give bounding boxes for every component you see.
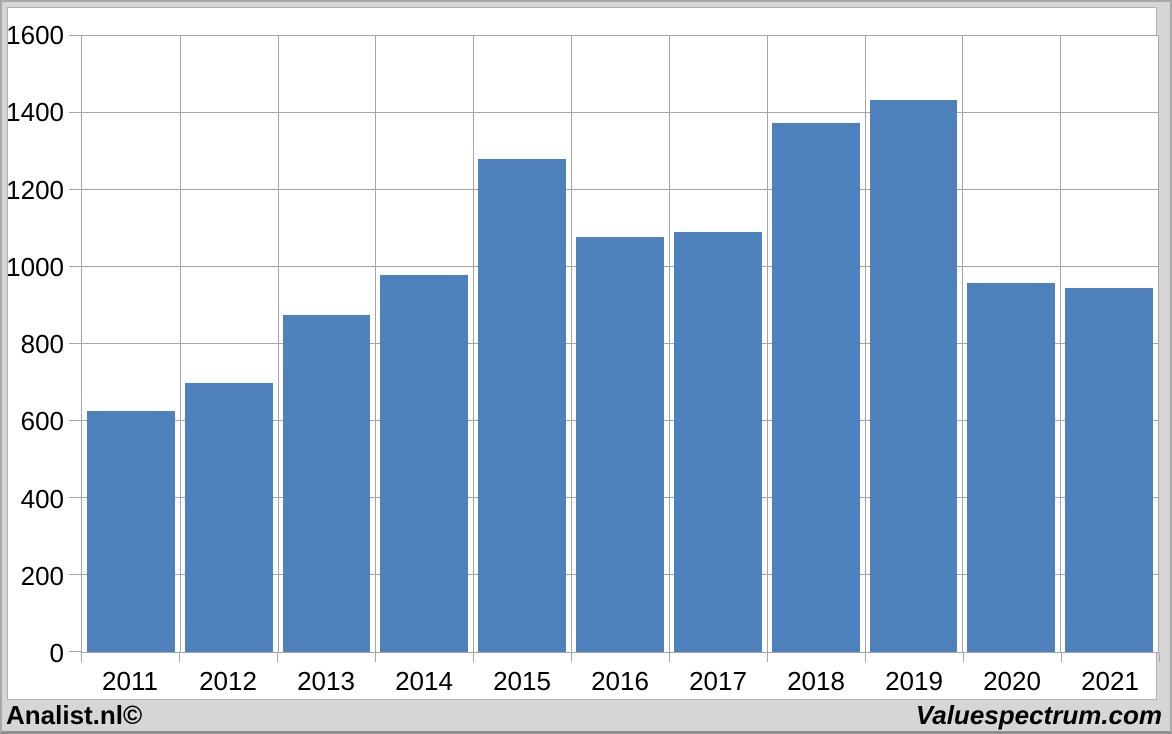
y-axis-tick xyxy=(69,266,81,267)
y-axis-tick xyxy=(69,651,81,652)
x-axis-label-2014: 2014 xyxy=(395,666,453,696)
gridline-v xyxy=(962,36,964,652)
x-axis-tick xyxy=(473,653,474,662)
gridline-v xyxy=(864,36,866,652)
x-axis-tick xyxy=(1061,653,1062,662)
bar-fill-2021 xyxy=(1065,288,1153,652)
gridline-h xyxy=(82,189,1158,190)
bar-2020 xyxy=(962,36,1060,652)
bar-2011 xyxy=(82,36,180,652)
footer: Analist.nl© Valuespectrum.com xyxy=(2,700,1170,731)
y-axis-tick xyxy=(69,189,81,190)
x-axis-label-2020: 2020 xyxy=(983,666,1041,696)
gridline-v xyxy=(1060,36,1062,652)
x-axis-label-2013: 2013 xyxy=(297,666,355,696)
y-axis-tick-label: 0 xyxy=(49,638,64,668)
bar-2013 xyxy=(278,36,376,652)
gridline-h xyxy=(82,112,1158,113)
gridline-v xyxy=(766,36,768,652)
y-axis-tick-label: 1400 xyxy=(6,97,64,128)
x-axis: 2011 2012 2013 2014 2015 2016 2017 2018 2019 2020… xyxy=(81,666,1159,702)
x-axis-label-2011: 2011 xyxy=(102,666,158,696)
x-axis-tick xyxy=(571,653,572,662)
gridline-v xyxy=(375,36,377,652)
bar-fill-2018 xyxy=(771,122,860,652)
x-axis-tick xyxy=(669,653,670,662)
bar-fill-2013 xyxy=(282,315,371,652)
gridline-v xyxy=(571,36,573,652)
bar-2012 xyxy=(180,36,278,652)
x-axis-label-2019: 2019 xyxy=(885,666,943,696)
x-axis-tick xyxy=(963,653,964,662)
x-axis-tick xyxy=(81,653,82,662)
bar-fill-2014 xyxy=(380,274,469,652)
gridline-v xyxy=(277,36,279,652)
y-axis-tick xyxy=(69,420,81,421)
y-axis-tick-label: 1600 xyxy=(6,20,64,50)
x-axis-tick xyxy=(767,653,768,662)
bar-2019 xyxy=(865,36,963,652)
gridline-v xyxy=(179,36,181,652)
bar-fill-2019 xyxy=(869,99,958,652)
footer-brand-left: Analist.nl© xyxy=(6,700,143,730)
x-axis-label-2021: 2021 xyxy=(1081,666,1139,696)
bar-2018 xyxy=(767,36,865,652)
y-axis-tick xyxy=(69,343,81,344)
x-axis-tick xyxy=(375,653,376,662)
gridline-v xyxy=(473,36,475,652)
y-axis: 0 200 400 600 800 1000 1200 1400 1600 xyxy=(6,22,64,666)
bar-2014 xyxy=(375,36,473,652)
y-axis-tick xyxy=(69,497,81,498)
x-axis-tick xyxy=(277,653,278,662)
x-axis-tick xyxy=(179,653,180,662)
y-axis-tick-label: 600 xyxy=(20,406,64,437)
bar-fill-2015 xyxy=(478,158,567,652)
gridline-v xyxy=(668,36,670,652)
bar-2021 xyxy=(1060,36,1158,652)
bar-fill-2016 xyxy=(576,236,664,652)
bar-fill-2012 xyxy=(184,383,273,652)
y-axis-tick-label: 200 xyxy=(20,560,64,591)
y-axis-tick xyxy=(69,35,81,36)
x-axis-tick xyxy=(1159,653,1160,662)
y-axis-tick xyxy=(69,574,81,575)
x-axis-label-2012: 2012 xyxy=(199,666,257,696)
x-axis-ticks xyxy=(81,653,1160,662)
y-axis-tick-label: 1200 xyxy=(6,174,64,205)
footer-brand-right: Valuespectrum.com xyxy=(915,700,1162,730)
y-axis-tick-label: 400 xyxy=(20,483,64,514)
x-axis-label-2015: 2015 xyxy=(493,666,551,696)
y-axis-tick-label: 1000 xyxy=(6,251,64,282)
bar-fill-2011 xyxy=(87,411,175,652)
bar-fill-2020 xyxy=(967,283,1056,652)
y-axis-tick-label: 800 xyxy=(20,329,64,359)
plot-area xyxy=(69,35,1159,653)
bar-2017 xyxy=(669,36,767,652)
x-axis-label-2018: 2018 xyxy=(787,666,845,696)
x-axis-label-2017: 2017 xyxy=(689,666,747,696)
y-axis-tick xyxy=(69,112,81,113)
x-axis-tick xyxy=(865,653,866,662)
chart-panel: 0 200 400 600 800 1000 1200 1400 1600 2011 2012 20… xyxy=(6,7,1160,702)
bar-fill-2017 xyxy=(673,231,762,652)
bar-2016 xyxy=(571,36,669,652)
x-axis-label-2016: 2016 xyxy=(591,666,649,696)
bar-2015 xyxy=(473,36,571,652)
